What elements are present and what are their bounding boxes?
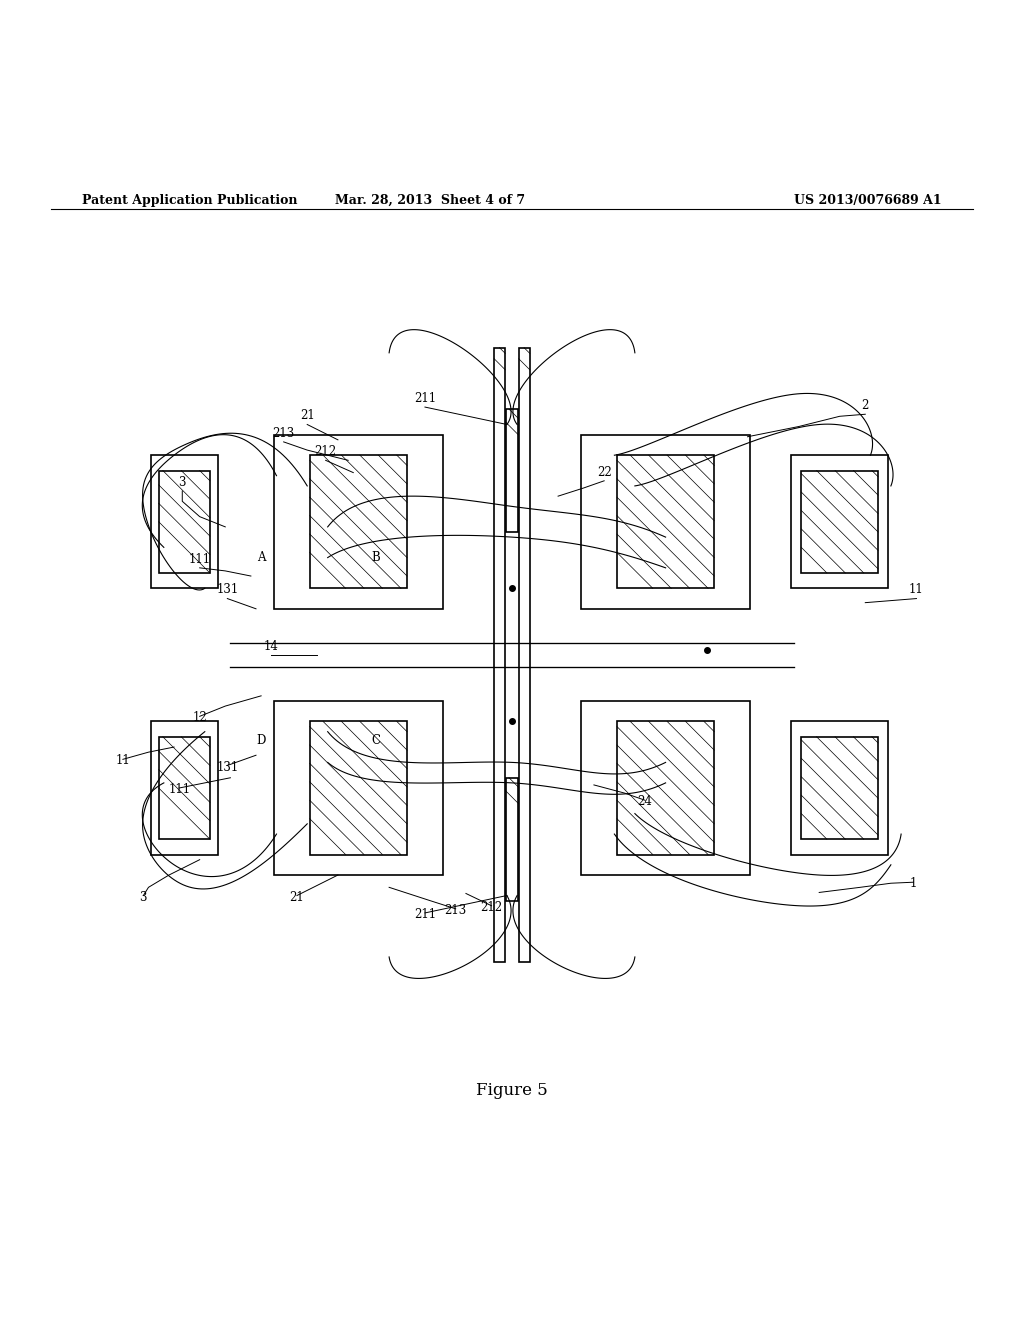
Text: Mar. 28, 2013  Sheet 4 of 7: Mar. 28, 2013 Sheet 4 of 7: [335, 194, 525, 207]
Text: 11: 11: [116, 755, 130, 767]
Text: 211: 211: [414, 908, 436, 921]
Bar: [152, 722, 217, 854]
Text: 11: 11: [909, 583, 924, 597]
Text: 24: 24: [638, 796, 652, 808]
Text: Figure 5: Figure 5: [476, 1081, 548, 1098]
Bar: [273, 701, 442, 875]
Text: 14: 14: [264, 640, 279, 653]
Text: 3: 3: [178, 477, 186, 488]
Text: 211: 211: [414, 392, 436, 405]
Text: 212: 212: [314, 445, 337, 458]
Bar: [309, 455, 407, 589]
Bar: [159, 737, 210, 840]
Text: B: B: [372, 550, 380, 564]
Text: US 2013/0076689 A1: US 2013/0076689 A1: [795, 194, 942, 207]
Bar: [791, 722, 888, 854]
Bar: [519, 347, 529, 962]
Bar: [309, 722, 407, 854]
Bar: [152, 455, 217, 589]
Text: 12: 12: [193, 711, 207, 725]
Text: Patent Application Publication: Patent Application Publication: [82, 194, 297, 207]
Bar: [801, 470, 878, 573]
Text: 213: 213: [444, 904, 467, 917]
Text: C: C: [372, 734, 380, 747]
Bar: [801, 737, 878, 840]
Text: 22: 22: [597, 466, 611, 479]
Bar: [495, 347, 505, 962]
Bar: [273, 434, 442, 609]
Bar: [506, 409, 518, 532]
Bar: [791, 455, 888, 589]
Bar: [616, 455, 715, 589]
Text: 111: 111: [168, 783, 190, 796]
Bar: [159, 470, 210, 573]
Bar: [506, 777, 518, 900]
Bar: [582, 434, 750, 609]
Text: 111: 111: [188, 553, 211, 566]
Bar: [616, 722, 715, 854]
Text: 21: 21: [300, 409, 314, 422]
Text: 3: 3: [139, 891, 147, 904]
Text: A: A: [257, 550, 265, 564]
Text: 21: 21: [290, 891, 304, 904]
Text: 2: 2: [861, 399, 869, 412]
Text: 212: 212: [480, 900, 503, 913]
Text: 213: 213: [272, 426, 295, 440]
Text: 1: 1: [909, 878, 918, 890]
Text: 131: 131: [216, 760, 239, 774]
Text: 131: 131: [216, 583, 239, 597]
Bar: [582, 701, 750, 875]
Text: D: D: [256, 734, 266, 747]
